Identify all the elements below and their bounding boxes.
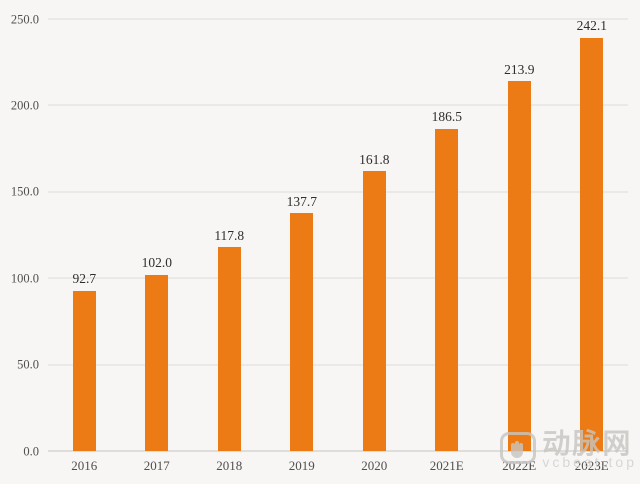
- bar: [145, 274, 169, 451]
- y-tick-label: 200.0: [10, 98, 39, 113]
- x-tick-label: 2023E: [574, 458, 609, 473]
- bar-value-label: 137.7: [286, 193, 317, 209]
- bar-column: 186.5 2021E: [411, 19, 484, 472]
- y-tick-label: 250.0: [10, 11, 39, 26]
- bar-column: 213.9 2022E: [483, 19, 556, 472]
- bar: [290, 213, 314, 451]
- y-tick-label: 100.0: [10, 270, 39, 285]
- bar-value-label: 117.8: [214, 227, 245, 243]
- bar-value-label: 161.8: [359, 151, 390, 167]
- x-tick-label: 2020: [361, 458, 388, 473]
- bar-value-label: 213.9: [504, 61, 535, 77]
- x-axis-line: [48, 450, 628, 452]
- bar: [362, 171, 386, 451]
- y-tick-label: 50.0: [17, 357, 39, 372]
- gridline: [48, 364, 628, 366]
- bar-column: 137.7 2019: [266, 19, 339, 472]
- gridline: [48, 18, 628, 20]
- bar-value-label: 92.7: [72, 271, 97, 287]
- x-tick-label: 2021E: [429, 458, 464, 473]
- bar: [72, 290, 96, 451]
- gridline: [48, 191, 628, 193]
- plot-area: 0.0 50.0 100.0 150.0 200.0 250.0 92.7 2016 102.0…: [11, 13, 629, 472]
- bar-column: 242.1 2023E: [556, 18, 629, 472]
- bar: [507, 81, 531, 451]
- bar-value-label: 102.0: [141, 255, 172, 271]
- bar-column: 92.7 2016: [48, 19, 121, 472]
- bar: [580, 37, 604, 451]
- gridline: [48, 277, 628, 279]
- gridline: [48, 104, 628, 106]
- bar-column: 102.0 2017: [121, 19, 194, 472]
- bar: [217, 247, 241, 451]
- bar-value-label: 242.1: [576, 18, 607, 33]
- x-tick-label: 2019: [288, 458, 315, 473]
- bar-column: 117.8 2018: [193, 19, 266, 472]
- y-tick-label: 150.0: [10, 184, 39, 199]
- bar-value-label: 186.5: [431, 109, 462, 125]
- x-tick-label: 2016: [71, 458, 98, 473]
- x-tick-label: 2017: [143, 458, 170, 473]
- bar: [435, 128, 459, 451]
- x-tick-label: 2018: [216, 458, 243, 473]
- bar-column: 161.8 2020: [338, 19, 411, 472]
- x-tick-label: 2022E: [502, 458, 537, 473]
- y-tick-label: 0.0: [23, 443, 39, 458]
